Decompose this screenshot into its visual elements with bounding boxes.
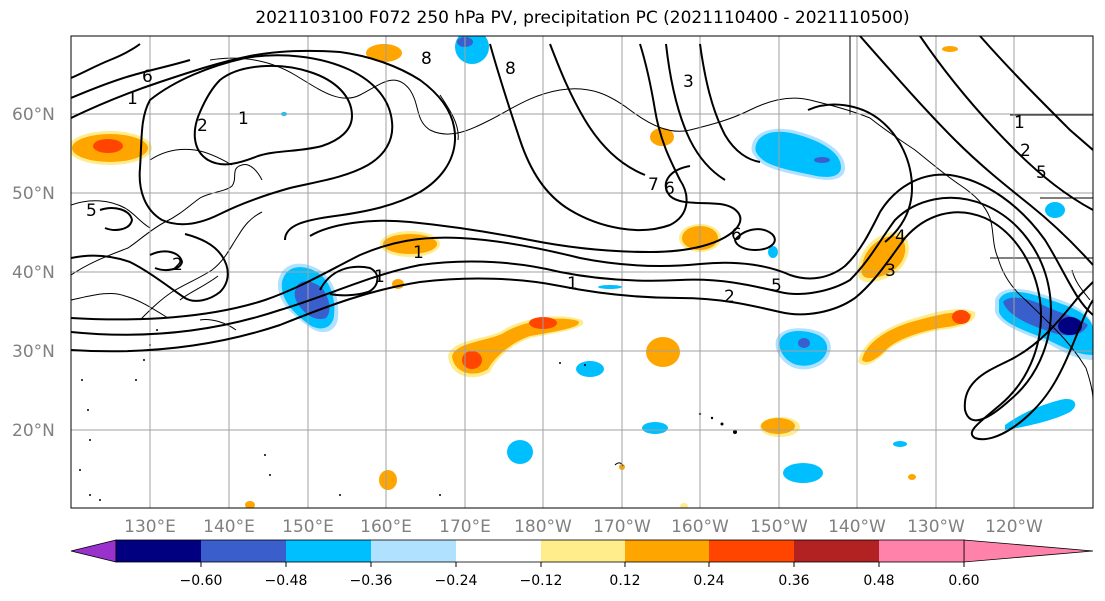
colorbar-segment (286, 540, 371, 562)
colorbar-left-arrow (70, 539, 117, 563)
pv-label: 6 (142, 67, 153, 87)
map-frame (70, 35, 1094, 509)
colorbar-tick-label: −0.48 (265, 573, 308, 589)
lon-label: 130°W (907, 517, 965, 537)
colorbar-tick-label: 0.24 (693, 573, 724, 589)
pv-label: 5 (771, 276, 782, 296)
pv-label: 5 (1036, 163, 1047, 183)
longitude-labels: 130°E 140°E 150°E 160°E 170°E 180°W 170°… (124, 517, 1043, 537)
pv-label: 6 (664, 179, 675, 199)
colorbar-segment (709, 540, 794, 562)
lat-label: 60°N (12, 105, 55, 125)
lon-label: 120°W (985, 517, 1043, 537)
pv-label: 3 (683, 72, 694, 92)
map-title: 2021103100 F072 250 hPa PV, precipitatio… (255, 8, 910, 28)
lon-label: 170°W (593, 517, 651, 537)
colorbar-tick-label: −0.24 (435, 573, 478, 589)
colorbar-tick-label: 0.48 (863, 573, 894, 589)
colorbar: −0.60 −0.48 −0.36 −0.24 −0.12 0.12 0.24 … (70, 539, 1094, 589)
lon-label: 130°E (124, 517, 176, 537)
pv-label: 5 (86, 201, 97, 221)
pv-label: 2 (724, 287, 735, 307)
colorbar-tick-labels: −0.60 −0.48 −0.36 −0.24 −0.12 0.12 0.24 … (180, 573, 980, 589)
pv-label: 1 (413, 243, 424, 263)
lon-label: 180°W (514, 517, 572, 537)
colorbar-segment (201, 540, 286, 562)
colorbar-segment (541, 540, 625, 562)
colorbar-tick-label: 0.36 (778, 573, 809, 589)
colorbar-tick-label: −0.36 (350, 573, 393, 589)
lat-label: 50°N (12, 184, 55, 204)
latitude-labels: 60°N 50°N 40°N 30°N 20°N (12, 105, 55, 441)
pv-label: 8 (421, 49, 432, 69)
lat-label: 40°N (12, 263, 55, 283)
pv-label: 8 (505, 59, 516, 79)
colorbar-tick-label: −0.60 (180, 573, 223, 589)
colorbar-segment (456, 540, 541, 562)
lon-label: 160°W (671, 517, 729, 537)
pv-label: 1 (238, 109, 249, 129)
pv-label: 4 (895, 227, 906, 247)
pv-label: 2 (172, 255, 183, 275)
pv-label: 2 (197, 116, 208, 136)
colorbar-segment (625, 540, 709, 562)
colorbar-segment (794, 540, 879, 562)
colorbar-segment (116, 540, 201, 562)
colorbar-outline (115, 539, 965, 563)
pv-label: 7 (648, 175, 659, 195)
pv-label: 6 (731, 225, 742, 245)
lat-label: 30°N (12, 342, 55, 362)
colorbar-segment (879, 540, 964, 562)
pv-label: 1 (374, 267, 385, 287)
colorbar-segment (371, 540, 456, 562)
lon-label: 140°E (203, 517, 255, 537)
colorbar-right-arrow (963, 539, 1094, 563)
pv-contour-labels: 1 2 5 1 2 5 1 1 2 5 6 7 1 2 3 6 4 3 1 6 … (86, 49, 1047, 307)
coastlines (71, 36, 1093, 467)
pv-label: 1 (127, 89, 138, 109)
colorbar-tick-label: 0.60 (948, 573, 979, 589)
pv-label: 3 (885, 261, 896, 281)
lon-label: 150°W (750, 517, 808, 537)
lon-label: 140°W (828, 517, 886, 537)
lat-label: 20°N (12, 421, 55, 441)
colorbar-tick-label: 0.12 (609, 573, 640, 589)
pv-label: 2 (1020, 141, 1031, 161)
colorbar-tick-label: −0.12 (520, 573, 563, 589)
lon-label: 160°E (360, 517, 412, 537)
lon-label: 170°E (439, 517, 491, 537)
pv-label: 1 (1014, 113, 1025, 133)
pv-contours (71, 36, 1093, 441)
lon-label: 150°E (282, 517, 334, 537)
pv-label: 1 (567, 274, 578, 294)
colorbar-ticks (200, 562, 965, 567)
